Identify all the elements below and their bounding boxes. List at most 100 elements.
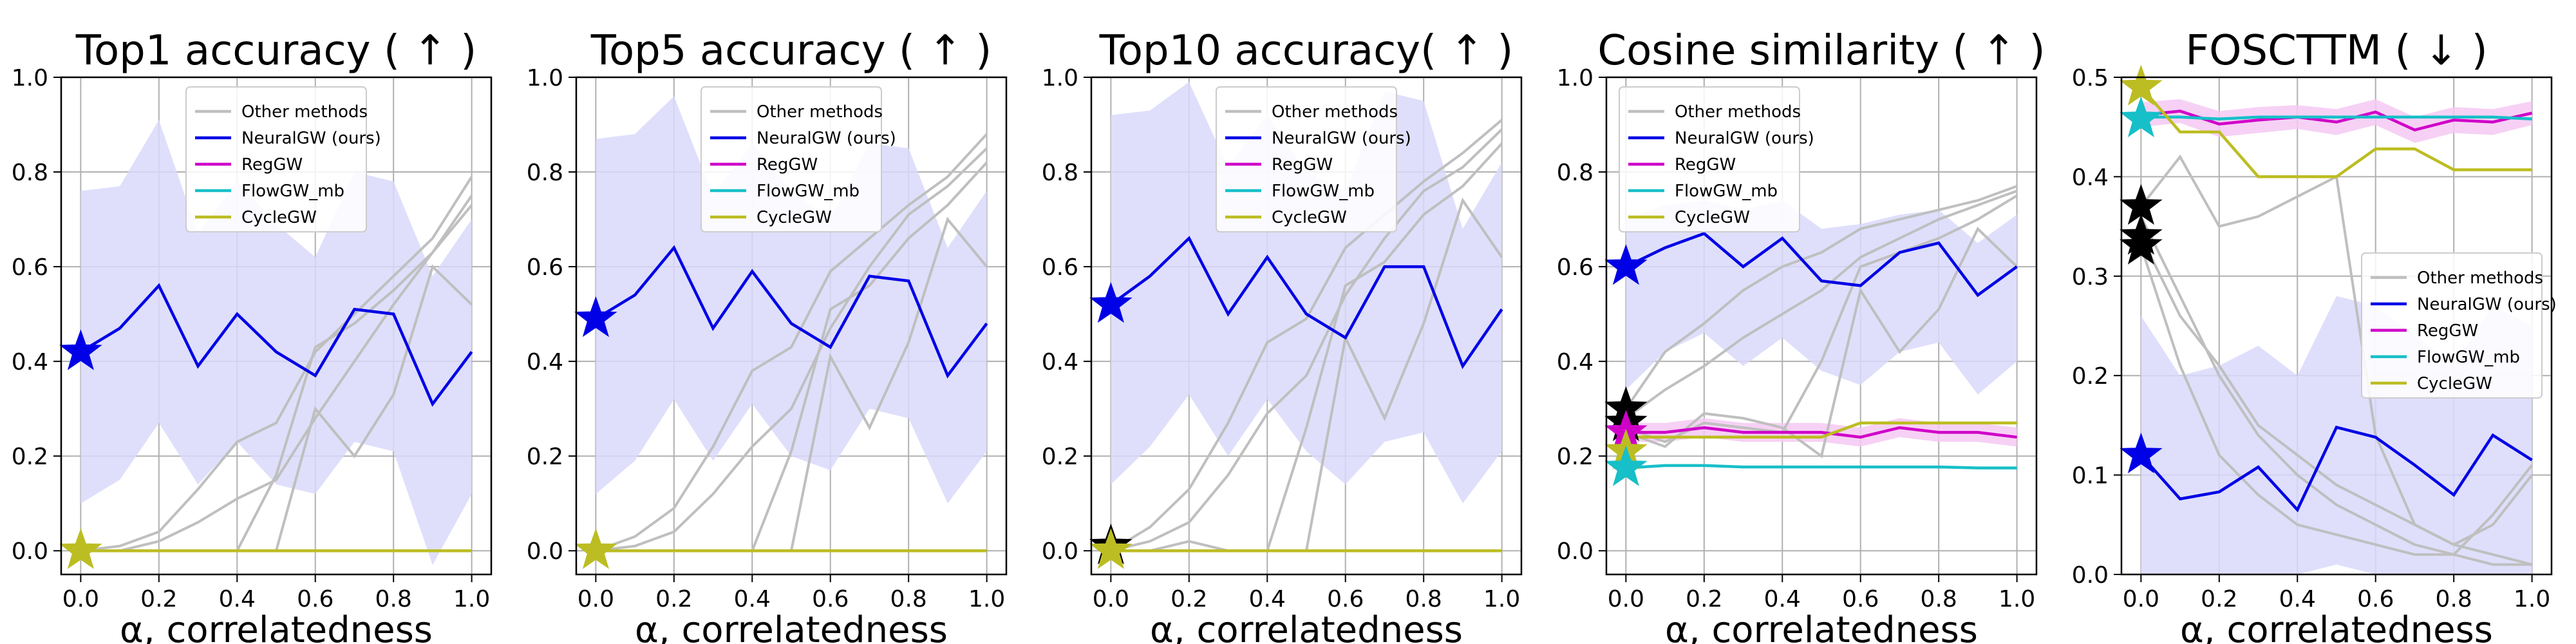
legend-label-other-methods: Other methods: [1675, 102, 1801, 122]
legend-label-cyclegw: CycleGW: [757, 208, 832, 227]
x-tick-label: 0.8: [375, 586, 412, 612]
chart-panel-3: 0.0 0.2 0.4 0.6 0.8 1.0 0.0 0.2 0.4 0.6 0.8 1.0 Top1…: [1042, 27, 1523, 644]
x-tick-label: 1.0: [2514, 586, 2550, 612]
axes-frame: [1605, 76, 2038, 576]
star-cyclegw: [2120, 64, 2163, 106]
star-markers: [1604, 244, 1648, 486]
x-tick-label: 0.0: [2123, 586, 2159, 612]
y-tick-label: 0.5: [2072, 65, 2109, 91]
x-tick-label: 0.4: [219, 586, 256, 612]
legend-label-reggw: RegGW: [241, 155, 303, 175]
legend-label-neuralgw-ours: NeuralGW (ours): [2417, 295, 2557, 314]
legend-box: [700, 86, 882, 232]
y-tick-label: 0.0: [12, 538, 48, 565]
x-axis-label: α, correlatedness: [2180, 609, 2493, 644]
y-tick-label: 0.2: [1557, 444, 1594, 470]
y-tick-label: 0.4: [12, 349, 48, 375]
x-tick-label: 0.8: [1406, 586, 1442, 612]
line-neuralgw-ours: [2139, 425, 2533, 513]
x-tick-label: 0.0: [578, 586, 614, 612]
legend-label-reggw: RegGW: [1675, 155, 1736, 175]
x-tick-label: 0.6: [297, 586, 334, 612]
line-other-method-2: [1110, 128, 1503, 553]
x-tick-label: 0.2: [1170, 586, 1207, 612]
star-other-methods: [2120, 223, 2163, 265]
chart-panel-5: 0.0 0.2 0.4 0.6 0.8 1.0 0.0 0.1 0.2 0.3 0.4 0.5 FOSC…: [2072, 27, 2557, 644]
chart-title: Top5 accuracy ( ↑ ): [590, 27, 992, 75]
y-tick-label: 0.3: [2072, 264, 2109, 290]
plot-area: [1624, 185, 2018, 469]
legend-box: [185, 86, 367, 232]
legend-label-cyclegw: CycleGW: [241, 208, 317, 227]
chart-panel-1: 0.0 0.2 0.4 0.6 0.8 1.0 0.0 0.2 0.4 0.6 0.8 1.0 Top1…: [12, 27, 493, 644]
star-flowgw-mb: [1604, 445, 1648, 486]
star-markers: [1089, 281, 1133, 569]
x-axis-label: α, correlatedness: [120, 609, 433, 644]
x-tick-label: 0.2: [1686, 586, 1722, 612]
star-flowgw-mb: [2120, 96, 2163, 138]
legend-label-flowgw-mb: FlowGW_mb: [1272, 182, 1375, 201]
x-tick-label: 0.0: [62, 586, 99, 612]
legend: Other methods NeuralGW (ours) RegGW FlowGW_…: [2361, 252, 2557, 399]
legend-label-flowgw-mb: FlowGW_mb: [1675, 182, 1778, 201]
y-tick-label: 0.4: [527, 349, 563, 375]
x-tick-label: 0.4: [734, 586, 771, 612]
x-tick-label: 0.4: [1249, 586, 1286, 612]
line-other-method-4: [2139, 216, 2534, 556]
chart-panel-2: 0.0 0.2 0.4 0.6 0.8 1.0 0.0 0.2 0.4 0.6 0.8 1.0 Top5…: [527, 27, 1008, 644]
legend-label-reggw: RegGW: [757, 155, 818, 175]
x-tick-label: 0.6: [1327, 586, 1364, 612]
axes-frame: [575, 76, 1008, 576]
star-cyclegw: [574, 528, 617, 569]
legend-label-neuralgw-ours: NeuralGW (ours): [1272, 129, 1411, 148]
legend-label-flowgw-mb: FlowGW_mb: [2417, 348, 2520, 367]
x-tick-label: 0.0: [1093, 586, 1129, 612]
star-neuralgw-ours: [59, 329, 102, 370]
line-other-method-2: [80, 194, 473, 553]
y-tick-label: 0.6: [527, 254, 563, 281]
x-tick-label: 0.4: [2279, 586, 2316, 612]
x-tick-label: 0.0: [1608, 586, 1644, 612]
x-axis-label: α, correlatedness: [635, 609, 948, 644]
y-tick-label: 0.8: [1042, 160, 1078, 186]
y-tick-label: 1.0: [12, 65, 48, 91]
y-tick-label: 0.0: [1042, 538, 1078, 565]
legend-label-neuralgw-ours: NeuralGW (ours): [1675, 129, 1814, 148]
legend-label-cyclegw: CycleGW: [2417, 374, 2492, 393]
chart-title: Cosine similarity ( ↑ ): [1597, 27, 2045, 75]
legend-label-cyclegw: CycleGW: [1272, 208, 1347, 227]
legend-box: [2361, 252, 2543, 399]
y-tick-label: 0.8: [12, 160, 48, 186]
y-tick-label: 0.4: [1042, 349, 1078, 375]
y-tick-label: 0.6: [1042, 254, 1078, 281]
line-reggw: [1626, 426, 2017, 439]
y-tick-label: 0.6: [12, 254, 48, 281]
y-tick-label: 0.2: [527, 444, 563, 470]
legend-label-other-methods: Other methods: [2417, 269, 2543, 288]
y-tick-label: 0.4: [1557, 349, 1594, 375]
y-tick-label: 0.0: [527, 538, 563, 565]
line-neuralgw-ours: [1110, 236, 1503, 370]
legend-label-reggw: RegGW: [1272, 155, 1333, 175]
x-tick-label: 0.2: [140, 586, 177, 612]
line-cyclegw: [1626, 421, 2017, 439]
line-other-method-1: [1110, 118, 1503, 552]
legend-label-reggw: RegGW: [2417, 321, 2478, 341]
plot-area: [1110, 82, 1503, 553]
x-axis-label: α, correlatedness: [1665, 609, 1978, 644]
y-tick-label: 0.8: [1557, 160, 1594, 186]
legend-label-cyclegw: CycleGW: [1675, 208, 1750, 227]
legend-box: [1216, 86, 1397, 232]
axes-frame: [60, 76, 493, 576]
star-cyclegw: [1089, 528, 1133, 569]
line-other-method-2: [596, 147, 988, 553]
y-tick-label: 1.0: [1557, 65, 1594, 91]
chart-title: Top10 accuracy( ↑ ): [1099, 27, 1514, 75]
star-markers: [574, 296, 617, 569]
legend-label-other-methods: Other methods: [757, 102, 883, 122]
legend: Other methods NeuralGW (ours) RegGW FlowGW_…: [1216, 86, 1411, 232]
line-other-method-1: [595, 133, 988, 553]
legend: Other methods NeuralGW (ours) RegGW FlowGW_…: [700, 86, 896, 232]
star-neuralgw-ours: [1089, 281, 1133, 323]
axes-frame: [1090, 76, 1523, 576]
